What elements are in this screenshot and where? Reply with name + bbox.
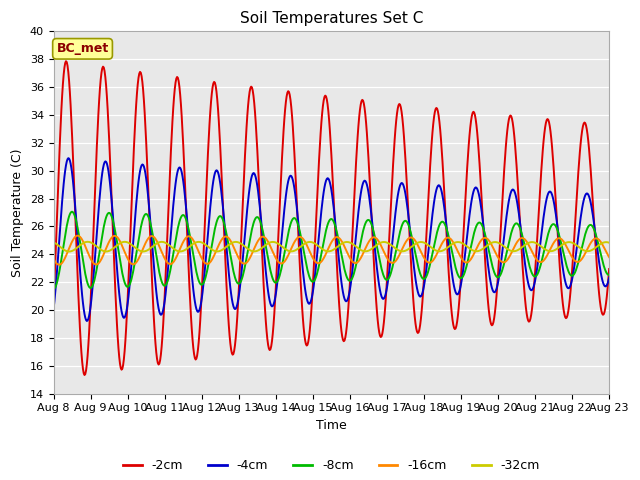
-32cm — [433, 248, 441, 254]
-32cm — [605, 240, 613, 246]
-2cm — [81, 372, 88, 378]
Legend: -2cm, -4cm, -8cm, -16cm, -32cm: -2cm, -4cm, -8cm, -16cm, -32cm — [118, 454, 545, 477]
-32cm — [324, 249, 332, 254]
-16cm — [605, 254, 613, 260]
-2cm — [197, 304, 205, 310]
-4cm — [433, 185, 441, 191]
Title: Soil Temperatures Set C: Soil Temperatures Set C — [240, 11, 423, 26]
-2cm — [378, 331, 386, 336]
Y-axis label: Soil Temperature (C): Soil Temperature (C) — [11, 148, 24, 277]
-8cm — [50, 286, 58, 292]
-8cm — [172, 233, 180, 239]
-16cm — [197, 254, 205, 260]
-4cm — [605, 275, 613, 281]
-8cm — [68, 209, 76, 215]
Line: -2cm: -2cm — [54, 61, 609, 375]
-16cm — [556, 235, 564, 241]
-8cm — [605, 272, 613, 278]
-2cm — [173, 74, 181, 80]
-4cm — [556, 242, 564, 248]
Line: -32cm: -32cm — [54, 242, 609, 252]
X-axis label: Time: Time — [316, 419, 347, 432]
-8cm — [196, 281, 204, 287]
-4cm — [324, 176, 332, 181]
-8cm — [555, 232, 563, 238]
-4cm — [65, 156, 72, 161]
-16cm — [50, 256, 58, 262]
-2cm — [556, 264, 564, 270]
Line: -4cm: -4cm — [54, 158, 609, 321]
-32cm — [84, 239, 92, 245]
-32cm — [173, 248, 181, 253]
-4cm — [378, 295, 386, 301]
-2cm — [324, 108, 332, 114]
Line: -16cm: -16cm — [54, 236, 609, 265]
-2cm — [605, 266, 613, 272]
-16cm — [173, 253, 181, 259]
-4cm — [83, 318, 91, 324]
Line: -8cm: -8cm — [54, 212, 609, 289]
-4cm — [173, 171, 181, 177]
-32cm — [556, 244, 564, 250]
-16cm — [324, 246, 332, 252]
-2cm — [50, 300, 58, 306]
-2cm — [62, 59, 70, 64]
-8cm — [324, 222, 332, 228]
Text: BC_met: BC_met — [56, 42, 109, 55]
-2cm — [433, 106, 441, 111]
-16cm — [433, 251, 441, 256]
-8cm — [378, 266, 385, 272]
-4cm — [197, 300, 205, 306]
-32cm — [65, 249, 73, 254]
-16cm — [55, 262, 63, 268]
-32cm — [197, 240, 205, 245]
-4cm — [50, 305, 58, 311]
-8cm — [433, 232, 440, 238]
-32cm — [50, 240, 58, 245]
-16cm — [74, 233, 81, 239]
-32cm — [378, 239, 386, 245]
-16cm — [378, 245, 386, 251]
